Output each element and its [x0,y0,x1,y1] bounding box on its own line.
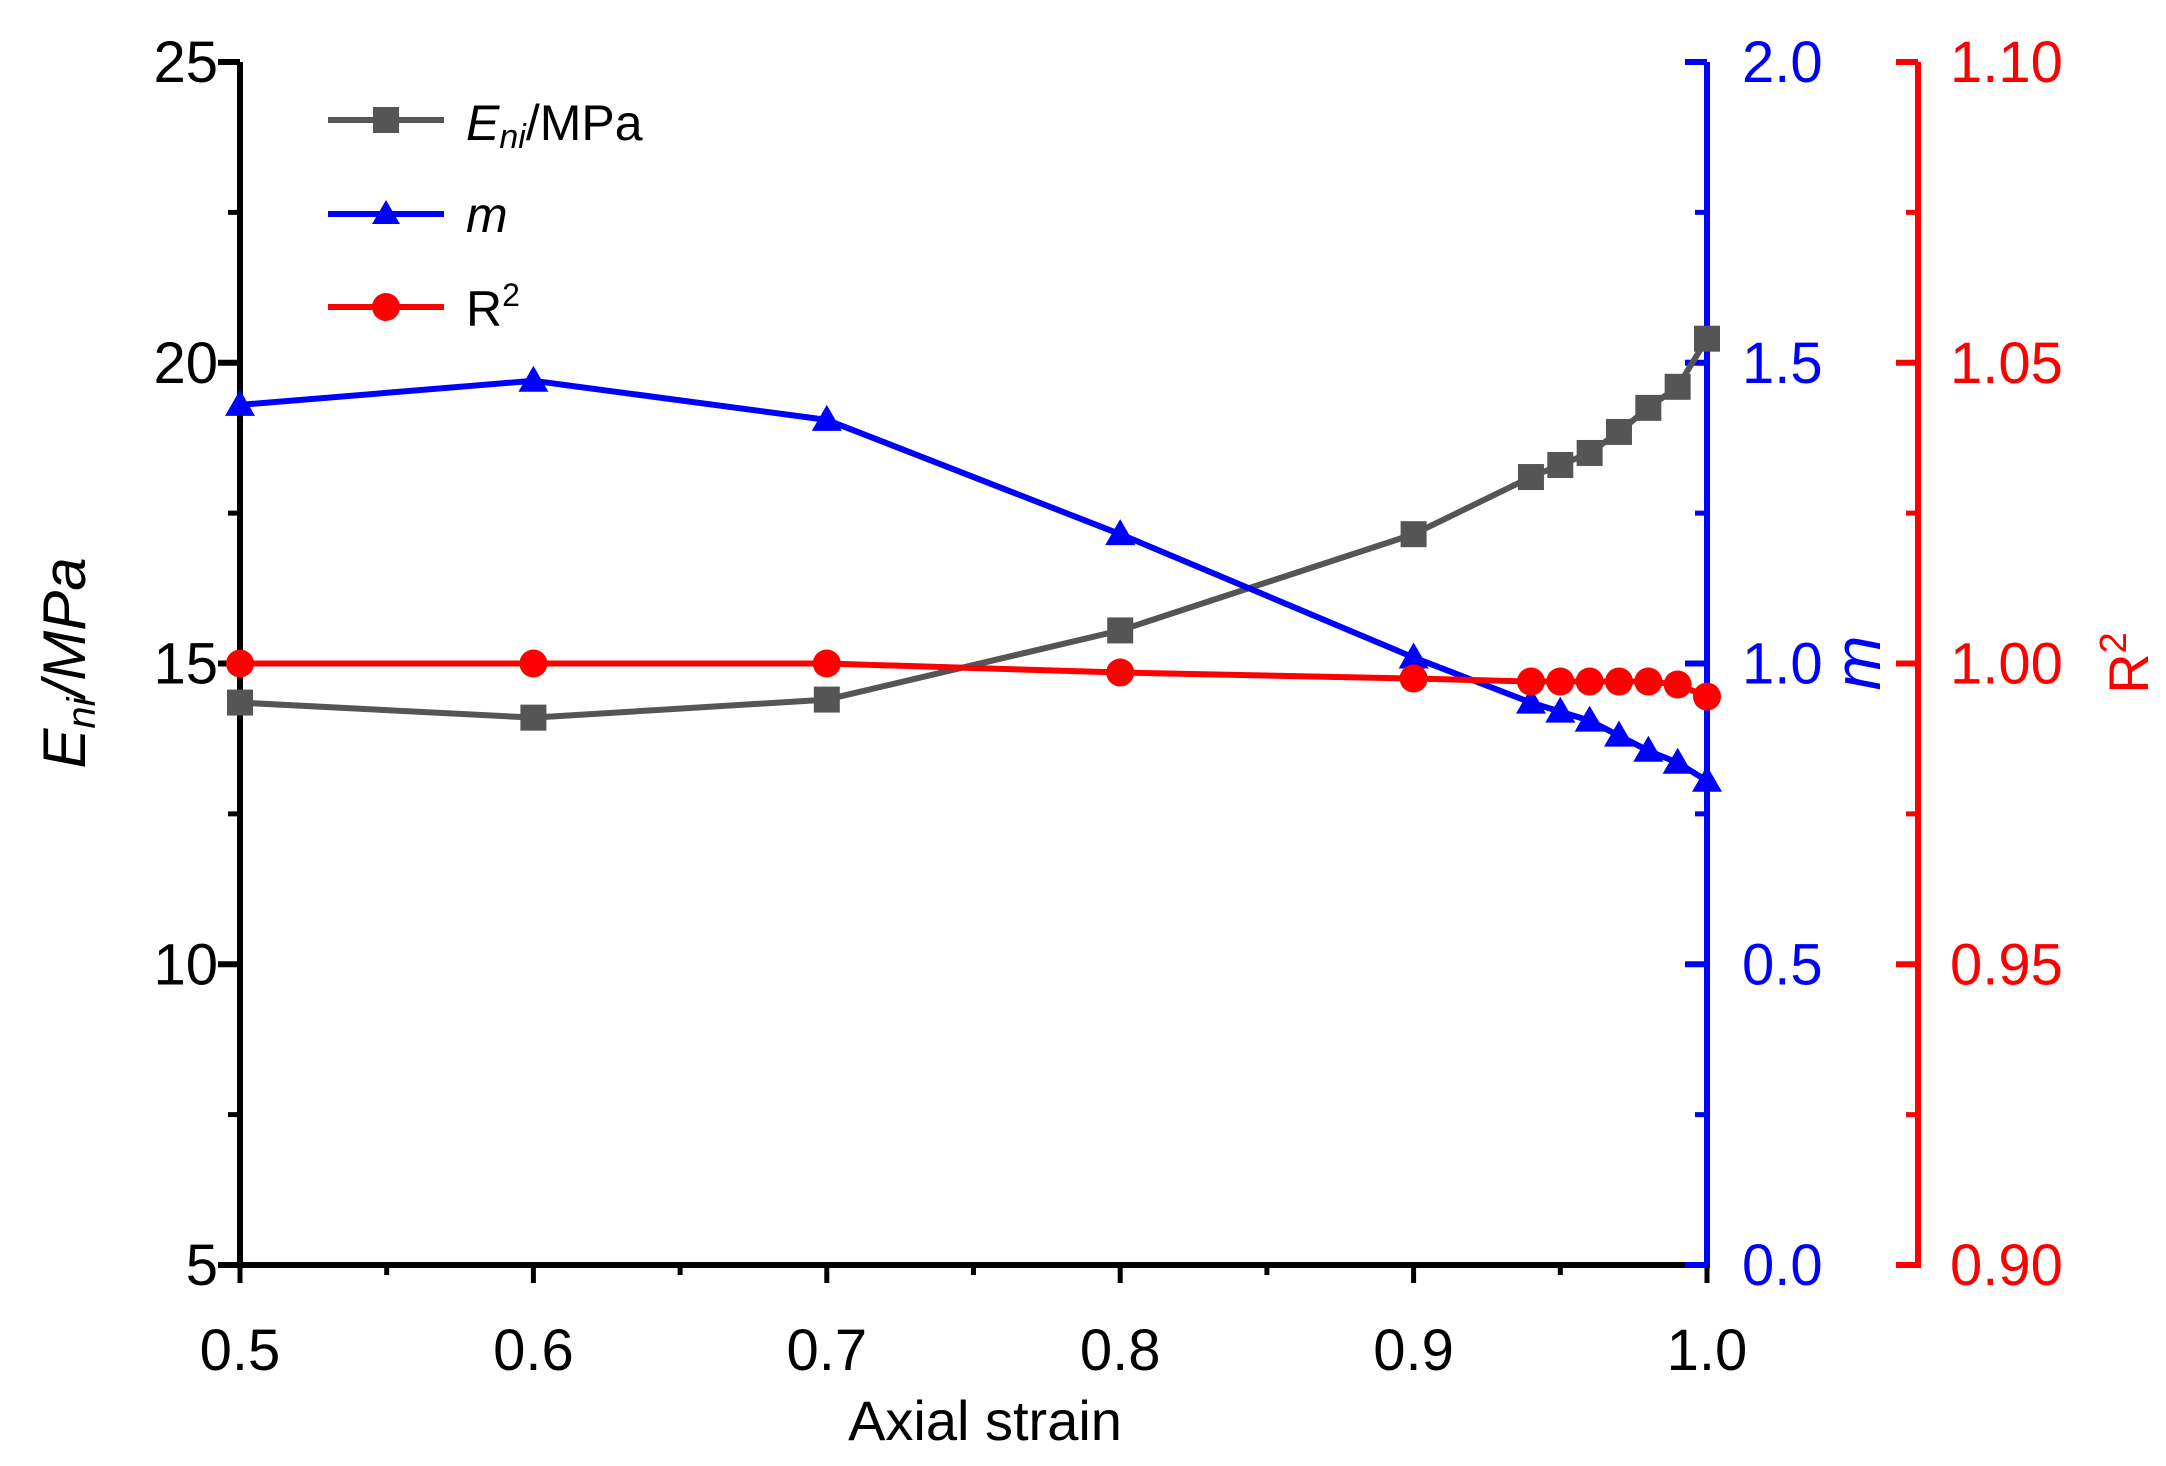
data-point-r2 [1399,664,1428,693]
m-y-tick-label: 1.0 [1742,632,1823,697]
data-point-m [1662,747,1693,774]
x-tick-label: 0.7 [786,1318,867,1383]
legend: Eni/MPa m R2 [328,95,643,337]
data-point-left [813,686,840,713]
series-line-r2 [240,660,1709,700]
legend-marker-r2 [372,293,400,321]
data-point-left [1605,418,1632,445]
data-point-m [1398,642,1429,669]
data-point-m [1105,519,1136,546]
data-point-r2 [519,649,548,678]
r2-y-tick-label: 1.10 [1950,30,2063,95]
legend-label-r2: R2 [466,277,520,337]
series-layer [225,325,1722,792]
left-y-axis-title: Eni/MPa [31,557,104,768]
data-point-left [1107,617,1134,644]
data-point-m [1545,696,1576,723]
legend-marker-eni [373,107,399,133]
data-point-m [1603,720,1634,747]
legend-marker-m [372,200,400,224]
legend-item-r2: R2 [328,277,520,337]
data-point-left [1547,452,1574,479]
ticks-layer: 0.5 0.6 0.7 0.8 0.9 1.05101520250.00.51.01.52… [153,30,2062,1383]
r2-y-tick-label: 1.00 [1950,632,2063,697]
m-y-axis-title: m [1820,636,1894,691]
data-point-left [1576,439,1603,466]
legend-label-r2-sup: 2 [502,277,520,313]
data-point-r2 [1663,670,1692,699]
x-tick-label: 0.9 [1373,1318,1454,1383]
data-point-left [1400,521,1427,548]
series-line-m [239,377,1709,784]
left-y-axis-title-rest: /MPa [31,557,98,701]
data-point-r2 [1604,667,1633,696]
left-y-tick-label: 15 [153,632,218,697]
data-point-r2 [1106,658,1135,687]
x-tick-label: 1.0 [1667,1318,1748,1383]
r2-y-tick-label: 0.95 [1950,932,2063,997]
m-y-tick-label: 1.5 [1742,331,1823,396]
x-tick-label: 0.6 [493,1318,574,1383]
data-point-m [1574,705,1605,732]
r2-y-tick-label: 1.05 [1950,331,2063,396]
data-point-m [1692,765,1722,792]
r2-y-axis-title-sup: 2 [2093,632,2135,653]
data-point-r2 [1575,667,1604,696]
data-point-m [225,389,255,416]
legend-label-eni-sub: ni [499,118,527,156]
legend-label-m: m [466,187,508,243]
legend-item-m: m [328,187,508,243]
m-y-tick-label: 0.0 [1742,1233,1823,1298]
data-point-left [1635,394,1662,421]
left-y-tick-label: 10 [153,932,218,997]
left-y-tick-label: 20 [153,331,218,396]
data-point-m [811,404,842,431]
left-y-tick-label: 25 [153,30,218,95]
data-point-m [1515,687,1546,714]
m-y-tick-label: 2.0 [1742,30,1823,95]
r2-y-axis-title: R2 [2093,632,2160,694]
m-y-tick-label: 0.5 [1742,932,1823,997]
r2-y-tick-label: 0.90 [1950,1233,2063,1298]
data-point-r2 [226,649,254,678]
data-point-r2 [1546,667,1575,696]
data-point-m [1633,735,1664,762]
series-r2 [226,649,1721,711]
data-point-left [520,704,547,731]
left-y-axis-title-sub: ni [60,696,104,728]
data-point-r2 [1516,667,1545,696]
legend-item-eni: Eni/MPa [328,95,643,156]
data-point-r2 [1634,667,1663,696]
legend-label-eni-rest: /MPa [526,95,643,151]
data-point-left [1694,325,1720,352]
x-axis-title: Axial strain [848,1389,1122,1452]
series-m [225,365,1722,792]
legend-label-eni: Eni/MPa [466,95,643,156]
series-left [227,325,1720,731]
data-point-r2 [812,649,841,678]
data-point-left [1517,464,1544,491]
data-point-r2 [1693,682,1721,711]
data-point-left [227,689,253,716]
data-point-m [518,365,549,392]
x-tick-label: 0.5 [200,1318,281,1383]
left-y-tick-label: 5 [186,1233,218,1298]
data-point-left [1664,373,1691,400]
x-tick-label: 0.8 [1080,1318,1161,1383]
